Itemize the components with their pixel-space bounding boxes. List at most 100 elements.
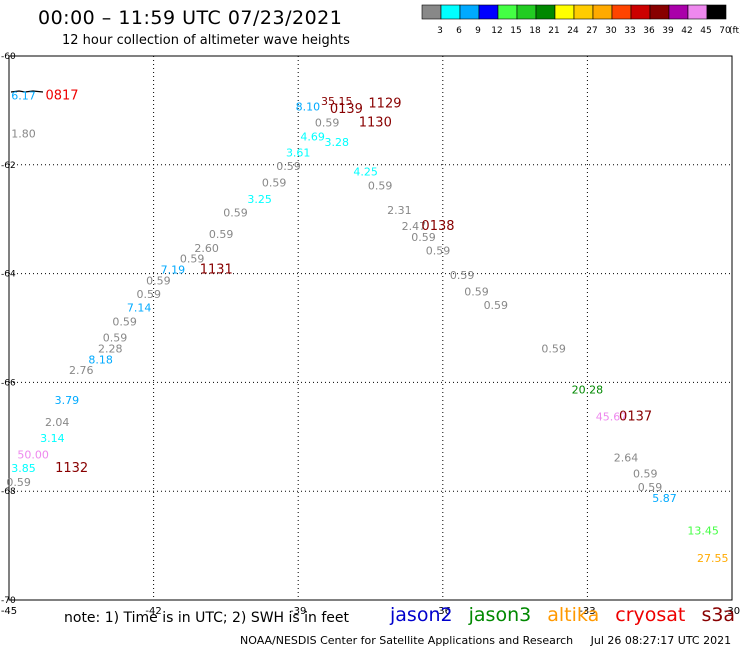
colorbar-tick: 45 [700, 26, 711, 36]
y-tick-label: -64 [1, 270, 16, 280]
colorbar-tick: 24 [567, 26, 579, 36]
colorbar-tick: 12 [491, 26, 502, 36]
wave-height-label: 0.59 [137, 288, 162, 301]
x-tick-label: -36 [435, 606, 451, 617]
wave-height-label: 0.59 [411, 231, 436, 244]
y-tick-label: -66 [1, 378, 16, 388]
wave-height-label: 3.28 [325, 136, 350, 149]
y-tick-label: -68 [1, 487, 16, 497]
wave-height-label: 0.59 [112, 315, 137, 328]
wave-height-label: 4.69 [300, 130, 325, 143]
wave-height-label: 0.59 [276, 160, 301, 173]
wave-height-label: 3.25 [247, 193, 272, 206]
chart-title: 00:00 – 11:59 UTC 07/23/2021 [38, 7, 343, 29]
colorbar-tick: 18 [529, 26, 541, 36]
x-tick-label: -45 [1, 606, 17, 617]
x-tick-label: -33 [579, 606, 595, 617]
colorbar-tick: 70 [719, 26, 731, 36]
wave-height-label: 0.59 [223, 206, 248, 219]
wave-height-label: 0.59 [464, 285, 489, 298]
colorbar-tick: 39 [662, 26, 674, 36]
satellite-altika: altika [547, 604, 600, 626]
x-tick-label: -30 [724, 606, 740, 617]
wave-height-label: 2.47 [402, 220, 427, 233]
plot-frame [8, 55, 733, 601]
credit-line: NOAA/NESDIS Center for Satellite Applica… [240, 634, 740, 647]
wave-height-label: 6.17 [11, 90, 36, 103]
wave-height-label: 45.67 [596, 410, 628, 423]
pass-time-label: 1130 [359, 116, 392, 131]
wave-height-label: 0.59 [103, 332, 128, 345]
wave-height-label: 5.87 [652, 492, 677, 505]
pass-time-label: 1129 [368, 97, 401, 112]
colorbar-tick: 21 [548, 26, 559, 36]
satellite-cryosat: cryosat [615, 604, 686, 626]
satellite-legend: jason2 jason3 altika cryosat s3a [390, 604, 740, 626]
wave-height-label: 2.31 [387, 204, 412, 217]
wave-height-label: 35.15 [321, 95, 353, 108]
wave-height-label: 2.76 [69, 364, 94, 377]
y-tick-label: -62 [1, 161, 16, 171]
wave-height-label: 7.19 [161, 264, 186, 277]
coastline-mark [10, 90, 44, 93]
colorbar-unit: (ft) [729, 26, 740, 36]
colorbar-tick: 15 [510, 26, 521, 36]
y-tick-label: -70 [1, 596, 16, 606]
colorbar-tick: 36 [643, 26, 655, 36]
wave-height-label: 27.55 [697, 552, 729, 565]
wave-height-label: 0.59 [146, 274, 171, 287]
pass-time-label: 0139 [330, 102, 363, 117]
colorbar-tick: 33 [624, 26, 635, 36]
wave-height-label: 0.59 [484, 299, 509, 312]
colorbar-tick: 6 [456, 26, 462, 36]
wave-height-label: 0.59 [209, 228, 234, 241]
wave-height-label: 50.00 [17, 449, 49, 462]
wave-height-label: 0.59 [368, 179, 393, 192]
credit-text: NOAA/NESDIS Center for Satellite Applica… [240, 634, 574, 647]
colorbar-tick: 3 [437, 26, 443, 36]
colorbar-tick: 9 [475, 26, 481, 36]
wave-height-label: 7.14 [127, 302, 152, 315]
wave-height-label: 4.25 [353, 166, 378, 179]
wave-height-label: 0.59 [426, 245, 451, 258]
wave-height-label: 3.61 [286, 147, 311, 160]
pass-time-label: 1131 [200, 263, 233, 278]
wave-height-label: 0.59 [6, 476, 31, 489]
wave-height-label: 1.80 [11, 128, 36, 141]
wave-height-label: 0.59 [638, 481, 663, 494]
colorbar-tick: 42 [681, 26, 692, 36]
wave-height-label: 13.45 [687, 525, 719, 538]
wave-height-label: 0.59 [262, 177, 287, 190]
y-tick-label: -60 [1, 52, 16, 62]
wave-height-label: 3.85 [11, 462, 36, 475]
x-tick-label: -39 [290, 606, 306, 617]
wave-height-label: 2.04 [45, 416, 70, 429]
wave-height-label: 2.60 [194, 242, 219, 255]
satellite-jason2: jason2 [390, 604, 453, 626]
wave-height-label: 0.59 [541, 342, 566, 355]
colorbar-tick: 27 [586, 26, 597, 36]
colorbar-tick: 30 [605, 26, 617, 36]
wave-height-label: 8.18 [88, 353, 113, 366]
wave-height-label: 3.79 [55, 394, 80, 407]
wave-height-label: 0.59 [633, 468, 658, 481]
pass-time-label: 0817 [45, 89, 78, 104]
wave-height-label: 0.59 [450, 269, 475, 282]
colorbar-swatch [706, 4, 727, 20]
satellite-jason3: jason3 [468, 604, 532, 626]
wave-height-label: 0.59 [180, 253, 205, 266]
timestamp: Jul 26 08:27:17 UTC 2021 [590, 634, 732, 647]
pass-time-label: 0137 [619, 409, 652, 424]
wave-height-label: 0.59 [315, 117, 340, 130]
wave-height-label: 8.10 [296, 100, 321, 113]
footer-note: note: 1) Time is in UTC; 2) SWH is in fe… [64, 610, 350, 626]
satellite-s3a: s3a [701, 604, 736, 626]
wave-height-label: 20.28 [572, 383, 604, 396]
wave-height-label: 3.14 [40, 432, 65, 445]
pass-time-label: 0138 [421, 219, 454, 234]
chart-subtitle: 12 hour collection of altimeter wave hei… [62, 33, 350, 48]
x-tick-label: -42 [145, 606, 161, 617]
wave-height-label: 2.28 [98, 342, 123, 355]
